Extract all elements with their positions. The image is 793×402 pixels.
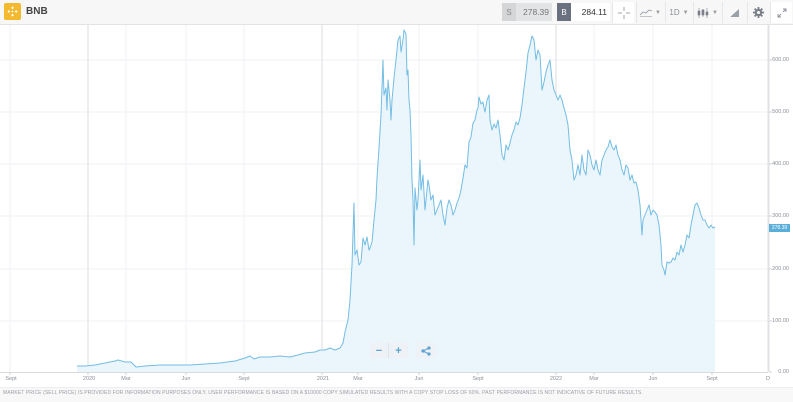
sell-price: 278.39 bbox=[523, 7, 549, 17]
area-chart-icon bbox=[640, 9, 653, 17]
sell-price-button[interactable]: S 278.39 bbox=[502, 3, 552, 21]
indicators-dropdown[interactable]: ▼ bbox=[693, 2, 721, 23]
x-axis-ticks bbox=[9, 372, 713, 375]
settings-button[interactable] bbox=[747, 2, 769, 23]
pencil-ruler-icon bbox=[729, 7, 739, 17]
chart-plot bbox=[0, 25, 772, 375]
chevron-down-icon: ▼ bbox=[712, 9, 718, 16]
binance-logo-icon bbox=[4, 3, 21, 20]
x-tick-label: Sept bbox=[706, 376, 718, 382]
y-tick-label: 400.00 bbox=[772, 161, 789, 167]
binance-diamond-icon bbox=[7, 6, 18, 17]
chart-toolbar: BNB S 278.39 B 284.11 ▼ 1D ▼ ▼ bbox=[0, 0, 793, 25]
share-button[interactable] bbox=[416, 343, 436, 358]
y-tick-label: 200.00 bbox=[772, 266, 789, 272]
x-tick-label: Jun bbox=[181, 376, 191, 382]
x-tick-label: Mar bbox=[589, 376, 599, 382]
price-line bbox=[77, 29, 716, 368]
x-tick-label: Sept bbox=[472, 376, 484, 382]
candlestick-icon bbox=[697, 7, 709, 18]
zoom-out-button[interactable]: − bbox=[370, 343, 389, 358]
x-tick-label: 2022 bbox=[549, 376, 563, 382]
y-tick-label: 600.00 bbox=[772, 57, 789, 63]
buy-price-button[interactable]: B 284.11 bbox=[557, 3, 610, 21]
y-tick-label: 500.00 bbox=[772, 109, 789, 115]
disclaimer-bar: MARKET PRICE (SELL PRICE) IS PROVIDED FO… bbox=[0, 387, 793, 402]
x-tick-label: Sept bbox=[5, 376, 17, 382]
disclaimer-text: MARKET PRICE (SELL PRICE) IS PROVIDED FO… bbox=[3, 390, 643, 396]
gear-icon bbox=[753, 7, 764, 18]
buy-price: 284.11 bbox=[581, 7, 607, 17]
current-price-tag: 278.39 bbox=[769, 224, 790, 232]
buy-tag: B bbox=[557, 3, 571, 21]
sell-tag: S bbox=[502, 3, 516, 21]
x-tick-label: D bbox=[766, 376, 770, 382]
fullscreen-button[interactable] bbox=[770, 2, 792, 23]
zoom-controls: − + bbox=[370, 343, 408, 358]
expand-icon bbox=[777, 8, 786, 17]
price-area-fill bbox=[77, 30, 715, 372]
drawing-tools-button[interactable] bbox=[722, 2, 746, 23]
zoom-in-button[interactable]: + bbox=[389, 343, 408, 358]
crosshair-button[interactable] bbox=[612, 2, 634, 23]
y-tick-label: 0.00 bbox=[778, 369, 789, 375]
x-tick-label: Sept bbox=[238, 376, 250, 382]
y-axis-ticks bbox=[769, 59, 772, 373]
x-tick-label: 2021 bbox=[316, 376, 330, 382]
timeframe-label: 1D bbox=[669, 8, 680, 17]
crosshair-icon bbox=[617, 6, 630, 19]
chevron-down-icon: ▼ bbox=[655, 9, 661, 16]
price-chart[interactable] bbox=[0, 25, 793, 387]
chevron-down-icon: ▼ bbox=[682, 9, 689, 16]
x-tick-label: Mar bbox=[353, 376, 363, 382]
x-tick-label: Mar bbox=[121, 376, 131, 382]
y-tick-label: 300.00 bbox=[772, 213, 789, 219]
chart-type-dropdown[interactable]: ▼ bbox=[636, 2, 664, 23]
instrument-symbol: BNB bbox=[26, 6, 48, 17]
timeframe-dropdown[interactable]: 1D ▼ bbox=[665, 2, 692, 23]
x-tick-label: 2020 bbox=[82, 376, 96, 382]
x-tick-label: Jun bbox=[414, 376, 424, 382]
share-icon bbox=[421, 345, 431, 356]
y-tick-label: 100.00 bbox=[772, 318, 789, 324]
x-tick-label: Jun bbox=[648, 376, 658, 382]
